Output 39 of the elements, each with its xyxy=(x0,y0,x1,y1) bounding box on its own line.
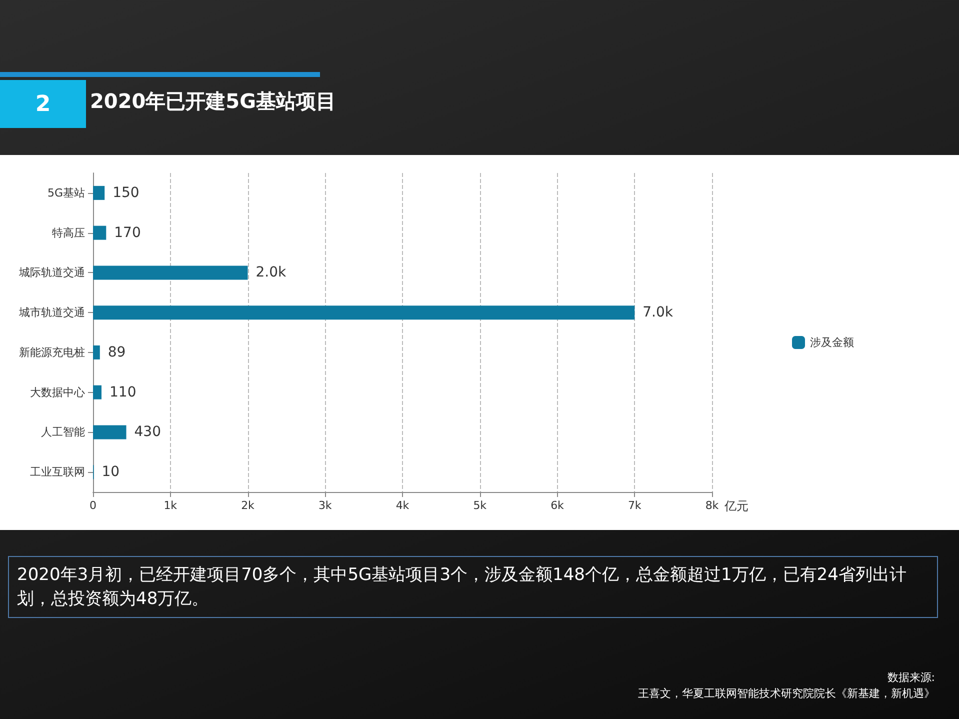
x-tick-label: 4k xyxy=(396,499,410,512)
bar xyxy=(93,306,635,320)
x-tick-label: 3k xyxy=(318,499,332,512)
data-label: 89 xyxy=(108,344,126,360)
data-label: 170 xyxy=(114,224,141,241)
y-tick-label: 大数据中心 xyxy=(30,386,85,399)
y-tick-label: 城市轨道交通 xyxy=(18,306,85,320)
data-label: 110 xyxy=(110,384,136,400)
y-tick-label: 5G基站 xyxy=(47,186,85,200)
source-note: 数据来源: xyxy=(886,670,935,686)
bar xyxy=(93,226,106,240)
bar xyxy=(93,266,248,280)
data-label: 430 xyxy=(134,424,162,440)
y-tick-label: 特高压 xyxy=(52,226,85,240)
x-tick-label: 2k xyxy=(241,499,256,512)
text: 王喜文，华夏工联网智能技术研究院院长《新基建，新机遇》 xyxy=(638,686,935,702)
text: 2020年3月初，已经开建项目70多个，其中5G基站项目3个，涉及金额148个亿，总金额超过1万亿，已有24省列出计划，总投资额为48万亿。 xyxy=(8,556,938,618)
y-tick-label: 新能源充电桩 xyxy=(19,346,85,359)
bar xyxy=(93,186,105,200)
data-label: 150 xyxy=(112,184,140,201)
x-tick-label: 7k xyxy=(628,499,642,512)
x-tick-label: 1k xyxy=(164,499,178,512)
legend-label: 涉及金额 xyxy=(810,336,854,349)
y-tick-label: 工业互联网 xyxy=(30,466,85,479)
x-tick-label: 8k xyxy=(705,499,720,512)
data-label: 7.0k xyxy=(642,304,674,321)
data-label: 2.0k xyxy=(256,264,288,281)
bar xyxy=(93,385,102,400)
text: 2 xyxy=(0,80,86,128)
y-tick-label: 人工智能 xyxy=(41,426,85,439)
bar xyxy=(93,425,126,440)
x-tick-label: 0 xyxy=(90,499,96,512)
x-tick-label: 6k xyxy=(550,499,565,512)
chart-title: 2020年已开建5G基站项目 xyxy=(90,88,336,115)
data-label: 10 xyxy=(102,464,120,480)
x-axis-title: 亿元 xyxy=(724,499,749,513)
y-tick-label: 城际轨道交通 xyxy=(18,266,85,280)
x-tick-label: 5k xyxy=(473,499,488,512)
bar xyxy=(93,345,100,360)
